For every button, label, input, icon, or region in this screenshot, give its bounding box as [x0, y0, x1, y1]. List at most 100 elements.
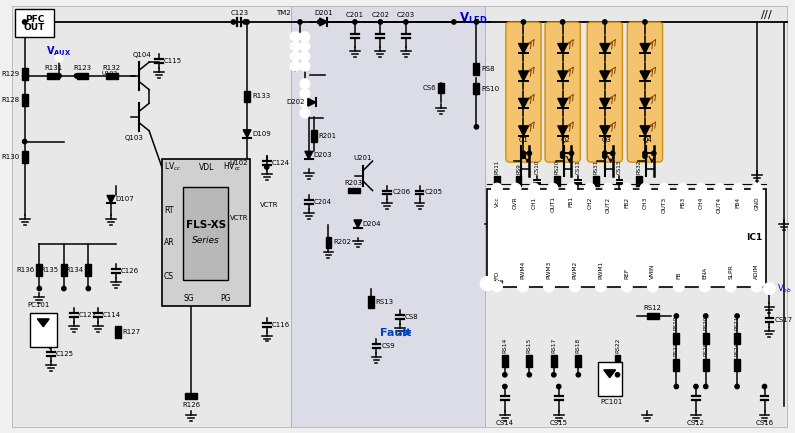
Text: VMIN: VMIN	[650, 263, 655, 279]
Text: PWM1: PWM1	[599, 261, 603, 279]
Circle shape	[696, 183, 707, 194]
Text: R201: R201	[319, 132, 337, 139]
Circle shape	[704, 385, 708, 389]
Circle shape	[735, 385, 739, 389]
Circle shape	[290, 61, 300, 71]
Circle shape	[245, 20, 250, 24]
Text: CS11: CS11	[576, 160, 581, 174]
Polygon shape	[558, 44, 568, 53]
Text: C124: C124	[272, 160, 289, 166]
Circle shape	[527, 373, 532, 377]
Circle shape	[300, 98, 310, 108]
Text: PC101: PC101	[601, 399, 623, 405]
Circle shape	[751, 183, 762, 194]
Circle shape	[518, 281, 529, 292]
Text: R203: R203	[345, 180, 363, 186]
Bar	[734, 359, 740, 371]
Circle shape	[733, 183, 743, 194]
Text: OVR: OVR	[513, 197, 518, 209]
Bar	[734, 333, 740, 344]
Circle shape	[556, 385, 561, 389]
Circle shape	[763, 283, 775, 294]
Circle shape	[353, 20, 357, 24]
Text: FB4: FB4	[735, 197, 741, 207]
Bar	[21, 151, 28, 163]
Text: Q2: Q2	[560, 138, 571, 143]
Text: D203: D203	[314, 152, 332, 158]
Circle shape	[647, 281, 658, 292]
Text: OUT1: OUT1	[550, 197, 555, 213]
Circle shape	[22, 139, 27, 144]
Text: R135: R135	[41, 267, 59, 273]
Text: Fault: Fault	[381, 328, 412, 338]
Text: R131: R131	[44, 65, 62, 71]
Circle shape	[491, 183, 502, 194]
Bar	[76, 73, 88, 79]
Text: R132: R132	[103, 65, 121, 71]
Circle shape	[560, 154, 564, 158]
Circle shape	[502, 385, 507, 389]
Text: IC1: IC1	[747, 233, 762, 242]
Text: RT: RT	[164, 206, 173, 215]
Bar	[47, 73, 59, 79]
Text: REF: REF	[624, 268, 630, 279]
Polygon shape	[600, 98, 610, 108]
Text: OUT3: OUT3	[661, 197, 666, 213]
Text: VDL: VDL	[199, 162, 215, 171]
Bar	[593, 176, 599, 186]
Circle shape	[300, 61, 310, 71]
Polygon shape	[354, 220, 362, 228]
Text: D107: D107	[116, 196, 134, 202]
Text: PFC: PFC	[25, 15, 45, 23]
Text: Q3: Q3	[602, 138, 611, 143]
Circle shape	[22, 20, 27, 24]
Text: RS24: RS24	[735, 342, 739, 356]
Text: FB3: FB3	[680, 197, 685, 207]
Circle shape	[560, 151, 564, 155]
Text: D202: D202	[286, 99, 305, 105]
Circle shape	[643, 20, 647, 24]
Polygon shape	[518, 44, 529, 53]
Text: R133: R133	[252, 94, 270, 100]
Text: ADIM: ADIM	[754, 263, 759, 279]
FancyBboxPatch shape	[627, 22, 662, 162]
Bar	[474, 63, 479, 75]
Text: R130: R130	[2, 154, 20, 160]
Polygon shape	[243, 130, 251, 138]
Circle shape	[55, 54, 63, 62]
Circle shape	[290, 52, 300, 61]
Circle shape	[56, 74, 61, 78]
Bar	[348, 187, 360, 194]
Text: CH2: CH2	[588, 197, 592, 209]
Text: Q1: Q1	[518, 138, 529, 143]
Bar	[61, 264, 67, 276]
Circle shape	[37, 286, 41, 291]
Text: D204: D204	[363, 221, 382, 227]
Circle shape	[677, 183, 688, 194]
Circle shape	[265, 165, 269, 169]
Bar	[516, 176, 522, 186]
Polygon shape	[604, 370, 615, 378]
Text: $\mathbf{V_{AUX}}$: $\mathbf{V_{AUX}}$	[46, 45, 72, 58]
Text: RS11: RS11	[494, 160, 499, 174]
Polygon shape	[640, 71, 650, 81]
Text: U201: U201	[354, 155, 372, 161]
Circle shape	[673, 281, 684, 292]
Text: PC101: PC101	[28, 302, 50, 308]
Circle shape	[475, 20, 479, 24]
Bar	[12, 6, 291, 427]
Circle shape	[569, 151, 574, 155]
Circle shape	[643, 151, 647, 155]
Circle shape	[480, 277, 494, 291]
Circle shape	[652, 151, 656, 155]
Bar	[636, 176, 642, 186]
Bar	[162, 159, 250, 306]
Text: FB2: FB2	[624, 197, 630, 207]
Circle shape	[622, 183, 632, 194]
Polygon shape	[518, 71, 529, 81]
Bar	[485, 6, 787, 427]
Text: CH4: CH4	[699, 197, 704, 209]
Text: RS27: RS27	[674, 342, 679, 356]
Bar	[576, 355, 581, 367]
Polygon shape	[107, 195, 114, 203]
